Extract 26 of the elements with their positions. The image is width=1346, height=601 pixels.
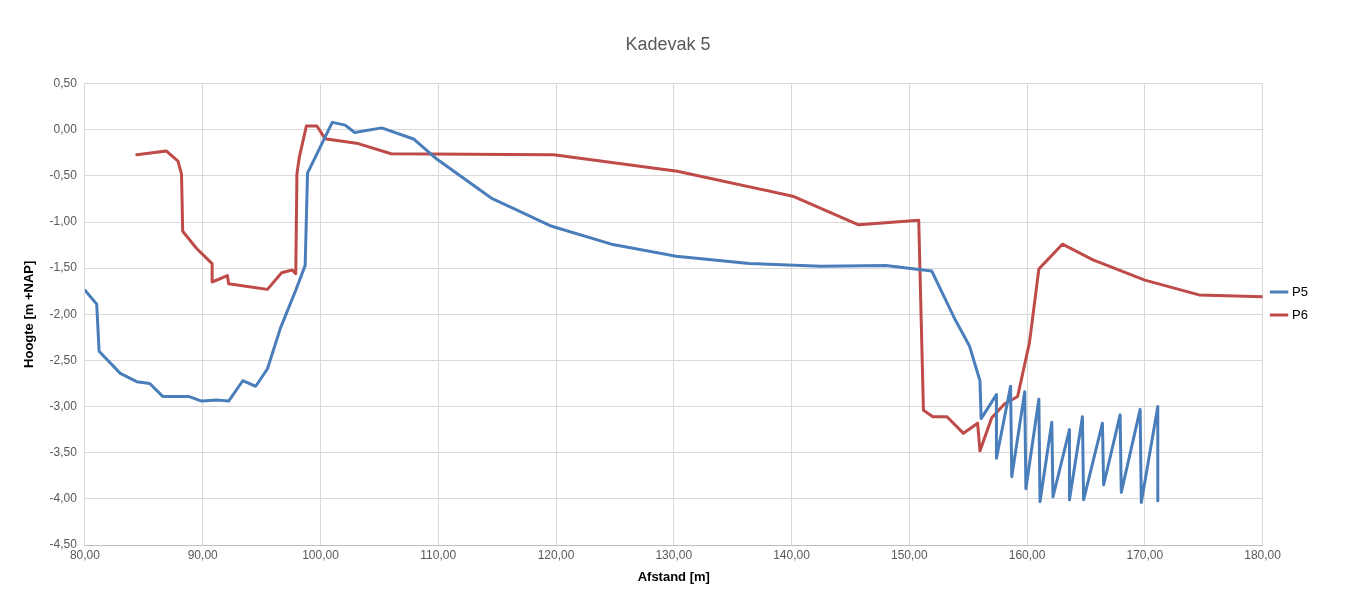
x-tick-label: 120,00	[537, 547, 575, 562]
y-axis-title: Hoogte [m +NAP]	[21, 260, 37, 368]
x-tick-label: 150,00	[890, 547, 928, 562]
chart-title: Kadevak 5	[625, 33, 711, 54]
y-tick-label: -3,00	[49, 398, 78, 413]
legend-label: P5	[1292, 283, 1309, 299]
x-tick-label: 170,00	[1126, 547, 1164, 562]
y-tick-label: -1,00	[49, 214, 78, 229]
y-tick-label: 0,50	[53, 75, 78, 90]
x-tick-label: 140,00	[773, 547, 811, 562]
y-tick-label: 0,00	[53, 122, 78, 137]
y-tick-label: -1,50	[49, 260, 78, 275]
y-tick-label: -4,00	[49, 491, 78, 506]
x-axis-title: Afstand [m]	[637, 568, 710, 584]
x-tick-label: 90,00	[187, 547, 219, 562]
y-tick-label: -2,00	[49, 306, 78, 321]
x-tick-label: 100,00	[302, 547, 340, 562]
x-tick-label: 80,00	[69, 547, 101, 562]
x-tick-label: 180,00	[1244, 547, 1282, 562]
x-tick-label: 160,00	[1008, 547, 1046, 562]
x-tick-label: 130,00	[655, 547, 693, 562]
legend-label: P6	[1292, 306, 1309, 322]
y-tick-label: -2,50	[49, 352, 78, 367]
y-tick-label: -0,50	[49, 168, 78, 183]
x-tick-label: 110,00	[420, 547, 457, 562]
y-tick-label: -3,50	[49, 445, 78, 460]
